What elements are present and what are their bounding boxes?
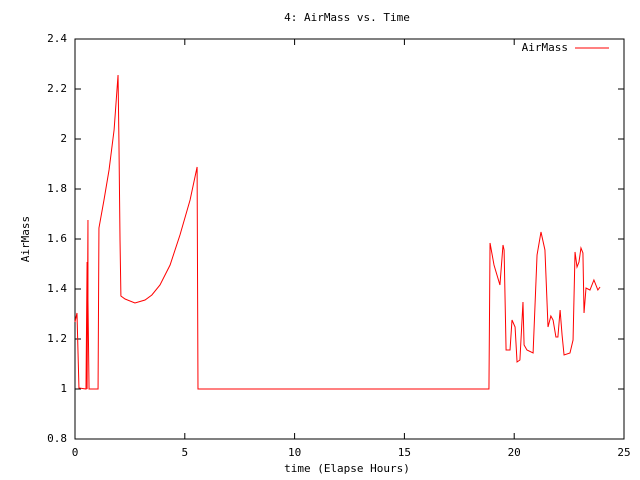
x-tick-label: 5 [181,446,188,459]
y-tick-label: 1.8 [47,182,67,195]
y-tick-label: 2.4 [47,32,67,45]
y-axis-label: AirMass [19,216,32,262]
x-tick-label: 25 [617,446,630,459]
y-tick-label: 1.4 [47,282,67,295]
x-tick-label: 15 [398,446,411,459]
y-tick-label: 1.2 [47,332,67,345]
y-tick-label: 0.8 [47,432,67,445]
series-line [74,74,601,390]
y-tick-label: 1.6 [47,232,67,245]
x-axis-label: time (Elapse Hours) [284,462,410,475]
x-tick-label: 10 [288,446,301,459]
y-tick-label: 2 [60,132,67,145]
chart-title: 4: AirMass vs. Time [284,11,410,24]
x-tick-label: 20 [508,446,521,459]
x-tick-label: 0 [72,446,79,459]
y-tick-label: 2.2 [47,82,67,95]
legend-label: AirMass [522,41,568,54]
y-tick-label: 1 [60,382,67,395]
